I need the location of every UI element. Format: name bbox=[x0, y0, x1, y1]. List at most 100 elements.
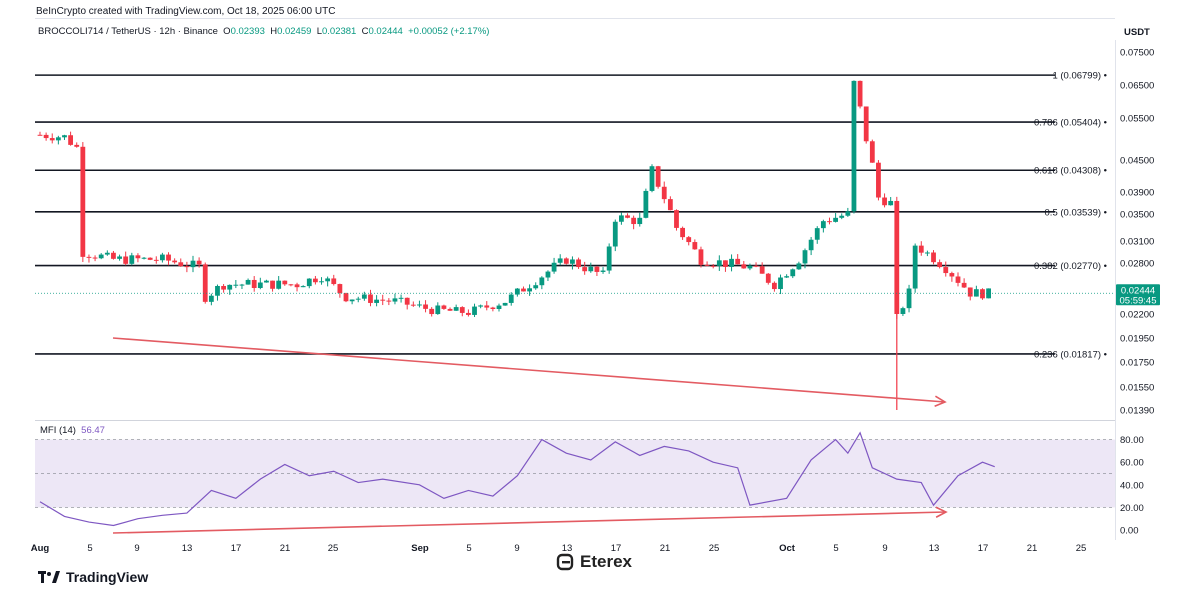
time-tick-label: 9 bbox=[514, 543, 519, 554]
candle-body bbox=[337, 284, 343, 294]
candle-body bbox=[410, 304, 416, 306]
candle-body bbox=[233, 284, 239, 286]
candle-body bbox=[117, 256, 122, 259]
candle-body bbox=[723, 260, 728, 267]
fib-label: 1 (0.06799) • bbox=[1052, 71, 1107, 82]
candle-body bbox=[600, 270, 606, 272]
time-tick-label: 21 bbox=[660, 543, 671, 554]
candle-body bbox=[355, 298, 361, 300]
candle-body bbox=[435, 305, 441, 315]
candle-body bbox=[441, 305, 447, 309]
ohlc-legend: BROCCOLI714 / TetherUS · 12h · Binance O… bbox=[38, 26, 489, 37]
price-tick-label: 0.07500 bbox=[1120, 48, 1154, 59]
candle-body bbox=[802, 250, 808, 264]
candle-body bbox=[264, 280, 269, 283]
up-arrow-shaft bbox=[112, 511, 947, 534]
candle-body bbox=[882, 197, 887, 206]
candle-body bbox=[423, 304, 428, 309]
candle-body bbox=[74, 144, 80, 147]
candle-body bbox=[876, 162, 881, 198]
price-tick-label: 0.05500 bbox=[1120, 114, 1154, 125]
time-tick-label: Oct bbox=[779, 543, 796, 554]
price-badge-price: 0.02444 bbox=[1121, 285, 1155, 296]
candle-body bbox=[808, 239, 814, 251]
price-tick-label: 0.04500 bbox=[1120, 156, 1154, 167]
candle-body bbox=[190, 260, 196, 268]
candle-body bbox=[86, 256, 92, 258]
candle-body bbox=[753, 265, 759, 267]
mfi-tick-label: 0.00 bbox=[1120, 526, 1139, 537]
candle-body bbox=[386, 300, 392, 302]
candle-body bbox=[839, 215, 845, 218]
candle-body bbox=[392, 298, 398, 302]
mfi-tick-label: 80.00 bbox=[1120, 435, 1144, 446]
candle-body bbox=[845, 211, 851, 216]
candle-body bbox=[270, 280, 275, 289]
candle-body bbox=[502, 302, 508, 306]
candle-body bbox=[967, 287, 973, 297]
time-tick-label: 21 bbox=[280, 543, 291, 554]
candle-body bbox=[637, 217, 643, 225]
time-tick-label: 5 bbox=[833, 543, 838, 554]
candle-body bbox=[655, 166, 661, 187]
candle-body bbox=[111, 252, 116, 259]
time-tick-label: 13 bbox=[562, 543, 573, 554]
candle-body bbox=[973, 289, 979, 297]
candle-body bbox=[313, 278, 318, 283]
candle-body bbox=[986, 288, 991, 299]
candle-body bbox=[215, 285, 220, 296]
price-tick-label: 0.02800 bbox=[1120, 259, 1154, 270]
mfi-tick-label: 40.00 bbox=[1120, 480, 1144, 491]
candle-body bbox=[790, 269, 796, 277]
price-tick-label: 0.06500 bbox=[1120, 81, 1154, 92]
price-tick-label: 0.01390 bbox=[1120, 406, 1154, 417]
high-value: 0.02459 bbox=[277, 26, 312, 37]
time-tick-label: 25 bbox=[328, 543, 339, 554]
candle-body bbox=[772, 282, 777, 290]
price-axis-border bbox=[1115, 40, 1116, 540]
candle-body bbox=[716, 260, 722, 266]
candle-body bbox=[55, 137, 61, 141]
candle-body bbox=[937, 262, 943, 268]
time-tick-label: 17 bbox=[231, 543, 242, 554]
candle-body bbox=[282, 280, 288, 285]
candle-body bbox=[245, 279, 251, 285]
candle-body bbox=[331, 278, 337, 285]
candle-body bbox=[741, 264, 747, 269]
price-axis: 0.07500 0.06500 0.05500 0.04500 0.03900 0.035… bbox=[1120, 48, 1154, 417]
candle-body bbox=[160, 254, 165, 261]
candle-body bbox=[43, 134, 49, 139]
currency-label: USDT bbox=[1124, 27, 1150, 38]
candle-body bbox=[398, 297, 404, 299]
candle-body bbox=[294, 284, 300, 288]
candle-body bbox=[104, 252, 110, 255]
candle-body bbox=[710, 265, 716, 267]
open-key: O bbox=[223, 26, 231, 37]
candle-body bbox=[778, 277, 783, 290]
candle-body bbox=[184, 266, 190, 268]
top-border bbox=[35, 18, 1115, 19]
candle-body bbox=[649, 166, 655, 191]
candle-body bbox=[153, 259, 159, 261]
candle-body bbox=[980, 289, 985, 299]
price-badge-bg bbox=[1116, 284, 1160, 306]
candle-body bbox=[533, 285, 539, 289]
mfi-value: 56.47 bbox=[81, 425, 105, 436]
symbol-label: BROCCOLI714 / TetherUS · 12h · Binance bbox=[38, 26, 218, 37]
candle-body bbox=[594, 266, 600, 272]
candle-body bbox=[674, 210, 679, 228]
candle-body bbox=[692, 242, 698, 250]
time-tick-label: 13 bbox=[182, 543, 193, 554]
candle-body bbox=[686, 237, 692, 243]
candle-body bbox=[251, 279, 257, 288]
candle-body bbox=[429, 308, 435, 315]
candle-body bbox=[202, 264, 208, 302]
price-tick-label: 0.01950 bbox=[1120, 334, 1154, 345]
candle-body bbox=[735, 258, 741, 265]
candle-body bbox=[147, 257, 153, 260]
high-key: H bbox=[270, 26, 278, 37]
candle-body bbox=[747, 265, 753, 269]
candle-body bbox=[49, 138, 55, 141]
candle-body bbox=[680, 227, 685, 238]
